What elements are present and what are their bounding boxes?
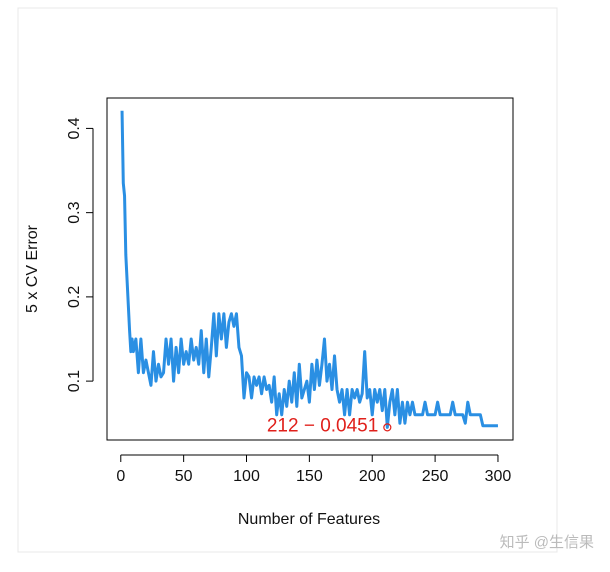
x-tick-label: 100 bbox=[233, 468, 260, 485]
panel bbox=[17, 7, 558, 553]
y-tick-label: 0.2 bbox=[66, 286, 83, 308]
watermark: 知乎 @生信果 bbox=[500, 534, 594, 551]
y-axis-title: 5 x CV Error bbox=[24, 224, 41, 313]
x-tick-label: 150 bbox=[296, 468, 323, 485]
y-tick-label: 0.4 bbox=[66, 117, 83, 139]
x-tick-label: 0 bbox=[116, 468, 125, 485]
best-point bbox=[383, 423, 392, 432]
best-point-label: 212 − 0.0451 bbox=[267, 415, 378, 436]
x-tick-label: 200 bbox=[359, 468, 386, 485]
x-tick-label: 300 bbox=[485, 468, 512, 485]
data-line bbox=[120, 110, 498, 429]
y-tick-label: 0.1 bbox=[66, 370, 83, 392]
x-tick-label: 250 bbox=[422, 468, 449, 485]
plot-box bbox=[106, 97, 514, 441]
y-tick-label: 0.3 bbox=[66, 201, 83, 223]
x-tick-label: 50 bbox=[175, 468, 193, 485]
x-axis-title: Number of Features bbox=[238, 511, 380, 528]
